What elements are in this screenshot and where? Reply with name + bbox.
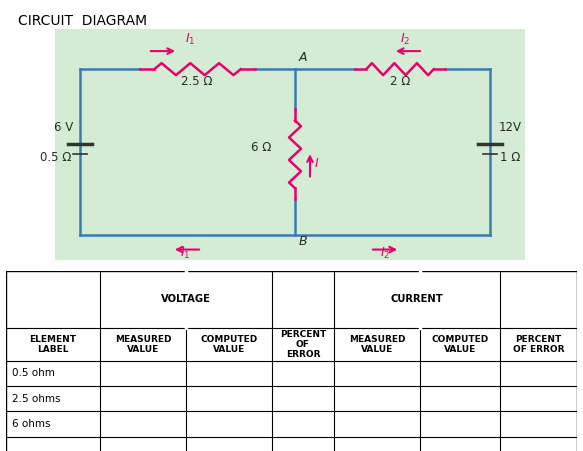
Text: $I_2$: $I_2$ <box>380 245 390 261</box>
Text: 0.5 Ω: 0.5 Ω <box>40 152 72 164</box>
Text: COMPUTED
VALUE: COMPUTED VALUE <box>431 335 489 354</box>
Text: PERCENT
OF
ERROR: PERCENT OF ERROR <box>280 330 326 359</box>
Text: 2.5 Ω: 2.5 Ω <box>181 75 213 88</box>
Text: CIRCUIT  DIAGRAM: CIRCUIT DIAGRAM <box>18 14 147 28</box>
Text: 6 Ω: 6 Ω <box>251 141 271 154</box>
Text: $I_1$: $I_1$ <box>180 245 190 261</box>
Text: 1 Ω: 1 Ω <box>500 152 520 164</box>
Text: 2.5 ohms: 2.5 ohms <box>12 394 60 404</box>
Text: $I_2$: $I_2$ <box>400 32 410 47</box>
Text: VOLTAGE: VOLTAGE <box>161 295 210 304</box>
Text: B: B <box>298 235 307 248</box>
Bar <box>55 29 525 260</box>
Text: PERCENT
OF ERROR: PERCENT OF ERROR <box>513 335 564 354</box>
Text: 2 Ω: 2 Ω <box>390 75 410 88</box>
Text: 0.5 ohm: 0.5 ohm <box>12 368 54 378</box>
Text: A: A <box>298 51 307 64</box>
Text: $I_1$: $I_1$ <box>185 32 195 47</box>
Text: $I$: $I$ <box>314 157 319 170</box>
Text: MEASURED
VALUE: MEASURED VALUE <box>115 335 171 354</box>
Text: COMPUTED
VALUE: COMPUTED VALUE <box>200 335 257 354</box>
Text: 6 V: 6 V <box>54 121 73 134</box>
Text: CURRENT: CURRENT <box>391 295 444 304</box>
Text: ELEMENT
LABEL: ELEMENT LABEL <box>30 335 76 354</box>
Text: MEASURED
VALUE: MEASURED VALUE <box>349 335 405 354</box>
Text: 12V: 12V <box>498 121 522 134</box>
Text: 6 ohms: 6 ohms <box>12 419 50 429</box>
